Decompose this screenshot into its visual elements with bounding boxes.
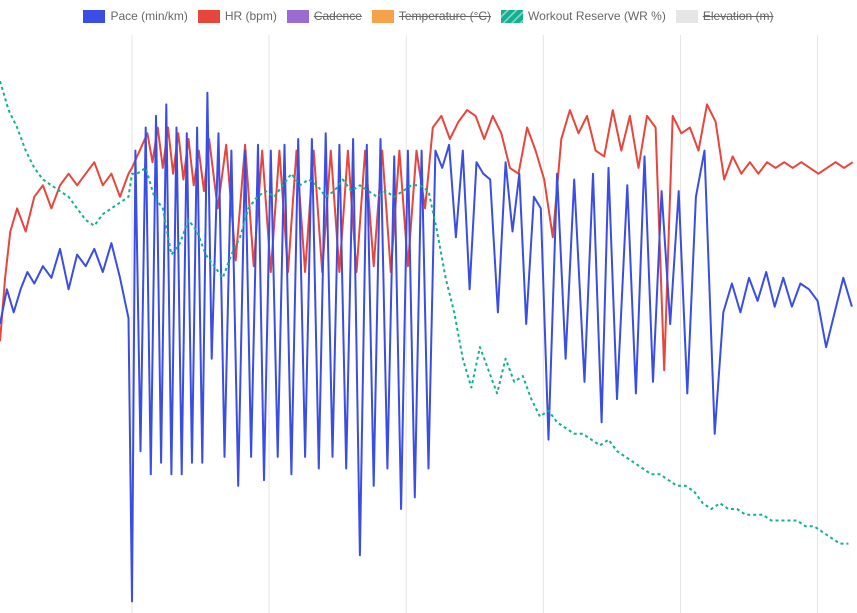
legend-swatch-wr [501, 9, 524, 23]
legend-item-pace[interactable]: Pace (min/km) [83, 9, 188, 23]
legend-label-temperature: Temperature (°C) [398, 9, 492, 23]
legend-label-pace: Pace (min/km) [110, 9, 188, 23]
legend-item-temperature[interactable]: Temperature (°C) [371, 9, 492, 23]
legend-label-elevation: Elevation (m) [702, 9, 774, 23]
series-line-pace [0, 91, 853, 603]
legend-swatch-pace [83, 9, 106, 23]
legend-item-elevation[interactable]: Elevation (m) [675, 9, 774, 23]
chart-legend: Pace (min/km) HR (bpm) Cadence Temperature … [0, 9, 857, 23]
legend-swatch-cadence [286, 9, 309, 23]
legend-item-cadence[interactable]: Cadence [286, 9, 362, 23]
legend-label-cadence: Cadence [313, 9, 362, 23]
legend-label-wr: Workout Reserve (WR %) [528, 9, 666, 23]
legend-swatch-elevation [675, 9, 698, 23]
legend-item-hr[interactable]: HR (bpm) [197, 9, 277, 23]
legend-swatch-hr [197, 9, 220, 23]
legend-item-wr[interactable]: Workout Reserve (WR %) [501, 9, 666, 23]
legend-label-hr: HR (bpm) [224, 9, 277, 23]
series-lines [0, 80, 854, 603]
legend-swatch-temperature [371, 9, 394, 23]
